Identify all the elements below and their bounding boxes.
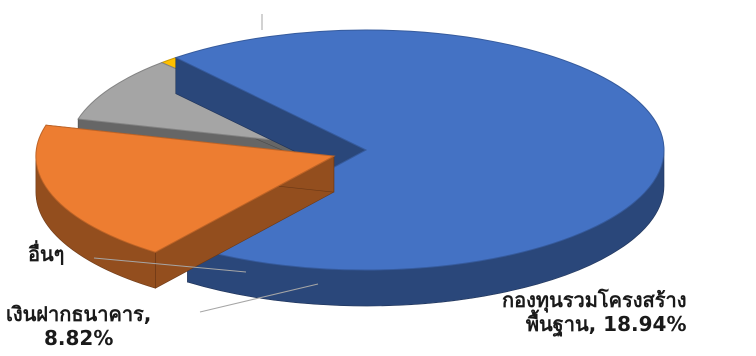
slice-label-deposit-line2: 8.82%	[44, 326, 114, 350]
slice-label-other: อื่นๆ	[28, 242, 64, 266]
slice-label-deposit: เงินฝากธนาคาร, 8.82%	[6, 302, 151, 350]
pie-slice-1	[35, 124, 336, 289]
leader-lines	[93, 14, 319, 313]
slice-label-infra-line2: พื้นฐาน, 18.94%	[525, 312, 687, 336]
pie-slices	[35, 29, 665, 307]
pie-slice-top-1	[35, 124, 336, 253]
leader-line-1	[93, 257, 247, 273]
slice-label-deposit-line1: เงินฝากธนาคาร,	[6, 302, 152, 326]
slice-label-infra: กองทุนรวมโครงสร้าง พื้นฐาน, 18.94%	[502, 288, 686, 336]
slice-label-infra-line1: กองทุนรวมโครงสร้าง	[502, 288, 687, 312]
slice-label-other-text: อื่นๆ	[28, 242, 65, 266]
leader-line-2	[199, 283, 319, 313]
